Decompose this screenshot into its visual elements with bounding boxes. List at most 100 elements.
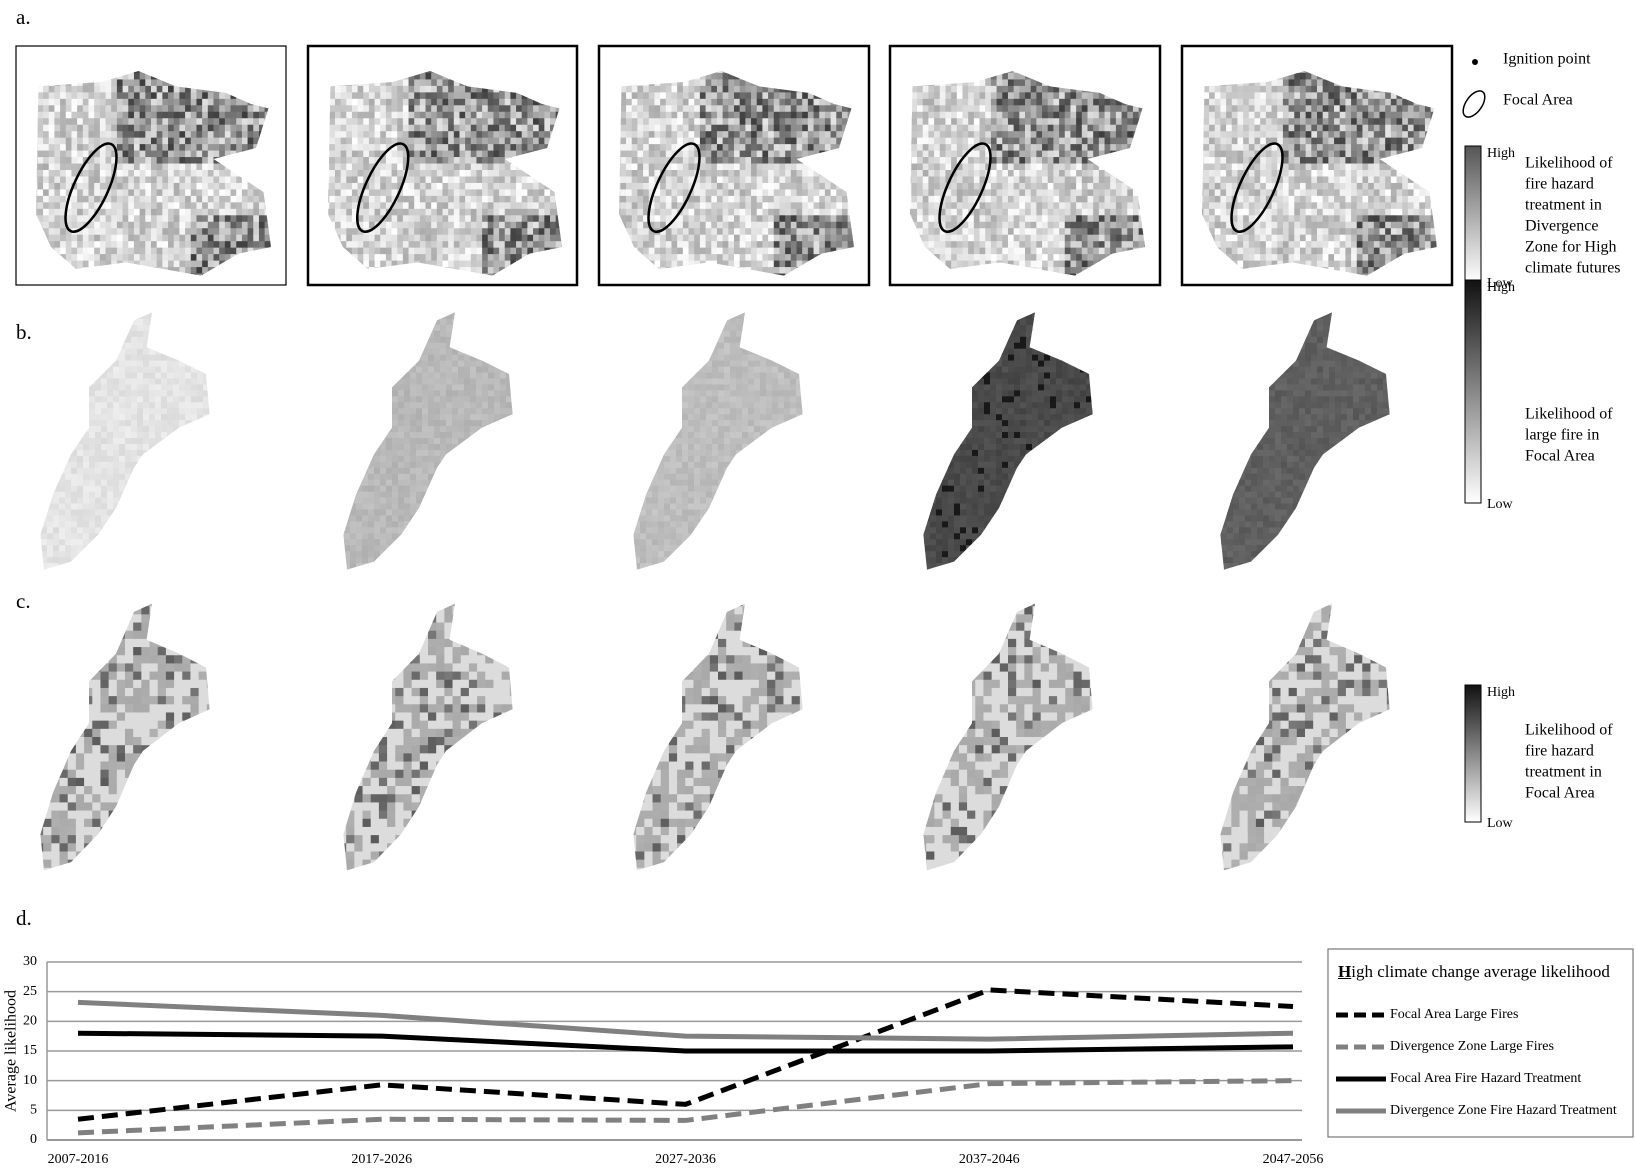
map-cell — [488, 183, 494, 190]
map-cell — [957, 118, 963, 125]
map-cell — [111, 228, 117, 235]
map-cell — [711, 241, 717, 248]
map-cell — [341, 176, 347, 183]
map-cell — [666, 183, 672, 190]
map-cell — [945, 209, 951, 216]
map-cell — [928, 164, 934, 171]
map-cell — [797, 183, 803, 190]
map-cell — [476, 157, 482, 164]
map-cell — [819, 144, 825, 151]
map-cell — [510, 105, 516, 112]
map-cell — [100, 86, 106, 93]
map-cell — [544, 228, 550, 235]
map-cell — [202, 209, 208, 216]
map-cell — [208, 183, 214, 190]
map-cell — [248, 241, 254, 248]
map-cell — [100, 228, 106, 235]
map-cell — [123, 215, 129, 222]
map-cell — [174, 215, 180, 222]
map-cell — [911, 189, 917, 196]
map-cell — [745, 248, 751, 255]
map-cell — [797, 209, 803, 216]
map-cell — [974, 125, 980, 132]
map-cell — [369, 241, 375, 248]
map-cell — [236, 241, 242, 248]
map-cell — [128, 202, 134, 209]
map-cell — [335, 189, 341, 196]
map-cell — [689, 105, 695, 112]
map-cell — [836, 131, 842, 138]
map-cell — [157, 131, 163, 138]
map-cell — [94, 92, 100, 99]
map-cell — [117, 105, 123, 112]
map-cell — [499, 112, 505, 119]
map-cell — [499, 215, 505, 222]
map-cell — [471, 170, 477, 177]
map-cell — [128, 151, 134, 158]
map-cell — [392, 105, 398, 112]
map-cell — [111, 209, 117, 216]
map-cell — [225, 183, 231, 190]
map-cell — [448, 125, 454, 132]
map-cell — [140, 248, 146, 255]
map-cell — [923, 228, 929, 235]
map-cell — [917, 92, 923, 99]
map-cell — [768, 170, 774, 177]
map-cell — [499, 164, 505, 171]
map-cell — [934, 164, 940, 171]
map-cell — [728, 99, 734, 106]
map-cell — [134, 215, 140, 222]
map-cell — [672, 99, 678, 106]
map-cell — [706, 209, 712, 216]
map-cell — [505, 228, 511, 235]
map-cell — [808, 144, 814, 151]
map-cell — [329, 164, 335, 171]
map-cell — [499, 183, 505, 190]
map-cell — [174, 176, 180, 183]
map-cell — [945, 112, 951, 119]
map-cell — [476, 125, 482, 132]
map-cell — [723, 183, 729, 190]
map-cell — [248, 125, 254, 132]
map-cell — [106, 241, 112, 248]
map-cell — [745, 222, 751, 229]
map-cell — [842, 215, 848, 222]
map-cell — [437, 164, 443, 171]
map-cell — [185, 241, 191, 248]
map-cell — [392, 248, 398, 255]
map-cell — [980, 151, 986, 158]
map-cell — [465, 164, 471, 171]
map-cell — [728, 112, 734, 119]
map-cell — [940, 151, 946, 158]
map-cell — [694, 92, 700, 99]
map-cell — [392, 209, 398, 216]
map-cell — [465, 189, 471, 196]
map-cell — [717, 228, 723, 235]
map-cell — [677, 248, 683, 255]
map-cell — [510, 196, 516, 203]
map-cell — [151, 254, 157, 261]
map-cell — [700, 92, 706, 99]
map-cell — [626, 215, 632, 222]
map-cell — [179, 170, 185, 177]
map-cell — [802, 235, 808, 242]
map-cell — [426, 138, 432, 145]
map-cell — [352, 144, 358, 151]
map-cell — [831, 202, 837, 209]
map-cell — [426, 248, 432, 255]
map-cell — [134, 164, 140, 171]
map-cell — [403, 105, 409, 112]
map-cell — [392, 176, 398, 183]
map-cell — [802, 202, 808, 209]
map-cell — [632, 151, 638, 158]
map-cell — [380, 261, 386, 268]
map-cell — [140, 144, 146, 151]
map-cell — [431, 92, 437, 99]
map-cell — [123, 131, 129, 138]
map-cell — [100, 157, 106, 164]
map-cell — [253, 131, 259, 138]
map-cell — [77, 189, 83, 196]
map-cell — [157, 222, 163, 229]
map-cell — [745, 112, 751, 119]
map-cell — [54, 157, 60, 164]
